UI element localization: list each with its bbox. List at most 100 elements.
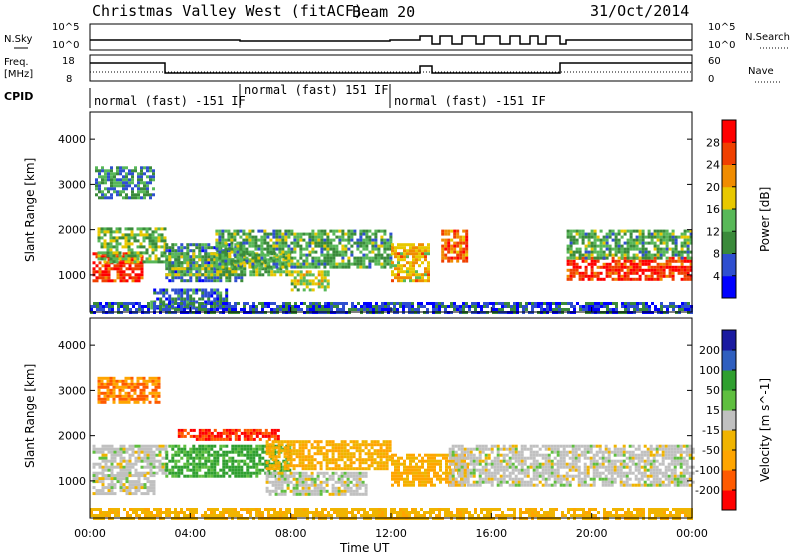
- heatmap-cell: [354, 308, 357, 311]
- heatmap-cell: [312, 308, 315, 311]
- heatmap-cell: [151, 376, 155, 380]
- heatmap-cell: [171, 249, 175, 253]
- heatmap-cell: [162, 294, 166, 298]
- heatmap-cell: [313, 464, 317, 468]
- heatmap-cell: [149, 474, 153, 478]
- heatmap-cell: [326, 244, 330, 248]
- heatmap-cell: [462, 302, 465, 305]
- heatmap-cell: [201, 255, 205, 259]
- heatmap-cell: [358, 449, 362, 453]
- heatmap-cell: [484, 456, 488, 460]
- heatmap-cell: [225, 453, 229, 457]
- heatmap-cell: [277, 461, 281, 465]
- heatmap-cell: [457, 483, 460, 487]
- heatmap-cell: [115, 385, 119, 389]
- heatmap-cell: [255, 444, 259, 448]
- heatmap-cell: [584, 253, 588, 257]
- heatmap-cell: [289, 455, 293, 459]
- heatmap-cell: [346, 471, 350, 475]
- heatmap-cell: [134, 273, 138, 277]
- heatmap-cell: [268, 443, 272, 447]
- heatmap-cell: [131, 450, 135, 454]
- heatmap-cell: [325, 467, 329, 471]
- heatmap-cell: [142, 236, 146, 240]
- heatmap-cell: [329, 256, 333, 260]
- heatmap-cell: [323, 247, 327, 251]
- heatmap-cell: [502, 468, 506, 472]
- heatmap-cell: [295, 483, 299, 487]
- heatmap-cell: [355, 471, 359, 475]
- heatmap-cell: [227, 232, 231, 236]
- heatmap-cell: [207, 255, 211, 259]
- heatmap-cell: [368, 265, 372, 269]
- heatmap-cell: [152, 193, 155, 197]
- heatmap-cell: [252, 450, 256, 454]
- heatmap-cell: [367, 464, 371, 468]
- heatmap-cell: [356, 244, 360, 248]
- heatmap-cell: [647, 256, 651, 260]
- heatmap-cell: [457, 468, 461, 472]
- heatmap-cell: [603, 305, 606, 308]
- heatmap-cell: [317, 273, 321, 277]
- heatmap-cell: [441, 238, 445, 242]
- heatmap-cell: [314, 259, 318, 263]
- heatmap-cell: [97, 254, 101, 258]
- heatmap-cell: [662, 238, 666, 242]
- heatmap-cell: [104, 447, 108, 451]
- heatmap-cell: [118, 385, 122, 389]
- heatmap-cell: [427, 276, 430, 280]
- heatmap-cell: [623, 262, 627, 266]
- heatmap-cell: [198, 279, 202, 283]
- heatmap-cell: [358, 486, 362, 490]
- heatmap-cell: [263, 247, 267, 251]
- heatmap-cell: [251, 244, 255, 248]
- heatmap-cell: [567, 302, 570, 305]
- heatmap-cell: [234, 431, 238, 435]
- heatmap-cell: [323, 232, 327, 236]
- heatmap-cell: [602, 235, 606, 239]
- heatmap-cell: [593, 262, 597, 266]
- heatmap-cell: [397, 474, 400, 478]
- heatmap-cell: [320, 247, 324, 251]
- heatmap-cell: [119, 477, 123, 481]
- heatmap-cell: [140, 267, 144, 271]
- heatmap-cell: [394, 453, 397, 457]
- heatmap-cell: [549, 308, 552, 311]
- heatmap-cell: [92, 462, 96, 466]
- heatmap-cell: [122, 471, 126, 475]
- heatmap-cell: [233, 229, 237, 233]
- heatmap-cell: [277, 477, 281, 481]
- heatmap-cell: [329, 238, 333, 242]
- heatmap-cell: [239, 265, 243, 269]
- heatmap-cell: [337, 449, 341, 453]
- heatmap-cell: [243, 462, 247, 466]
- heatmap-cell: [269, 238, 273, 242]
- heatmap-cell: [255, 474, 259, 478]
- heatmap-cell: [397, 480, 400, 484]
- heatmap-cell: [427, 243, 430, 247]
- heatmap-cell: [201, 261, 205, 265]
- heatmap-cell: [210, 302, 213, 305]
- heatmap-cell: [311, 288, 315, 292]
- heatmap-cell: [460, 456, 464, 460]
- heatmap-cell: [374, 259, 378, 263]
- heatmap-cell: [377, 247, 381, 251]
- heatmap-cell: [265, 443, 269, 447]
- heatmap-cell: [665, 256, 669, 260]
- heatmap-cell: [239, 253, 243, 257]
- heatmap-cell: [421, 456, 424, 460]
- heatmap-cell: [269, 259, 273, 263]
- heatmap-cell: [230, 265, 234, 269]
- heatmap-cell: [412, 255, 415, 259]
- heatmap-cell: [216, 267, 220, 271]
- heatmap-cell: [310, 480, 314, 484]
- heatmap-cell: [617, 229, 621, 233]
- heatmap-cell: [575, 265, 579, 269]
- heatmap-cell: [322, 446, 326, 450]
- heatmap-cell: [585, 305, 588, 308]
- heatmap-cell: [602, 262, 606, 266]
- heatmap-cell: [207, 302, 210, 305]
- heatmap-cell: [269, 232, 273, 236]
- heatmap-cell: [213, 261, 217, 265]
- heatmap-cell: [97, 233, 101, 237]
